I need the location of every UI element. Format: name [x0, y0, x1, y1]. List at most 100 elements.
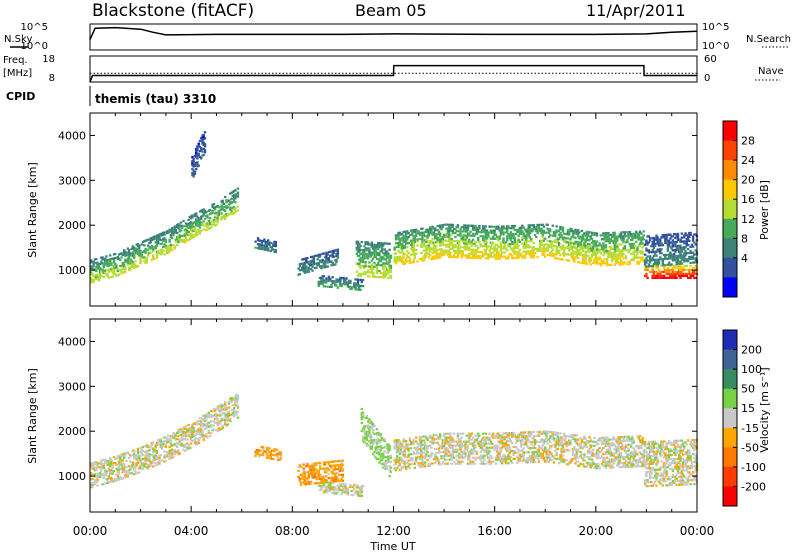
echo-cell [205, 433, 208, 436]
echo-cell [689, 264, 692, 267]
echo-cell [618, 243, 621, 246]
echo-cell [636, 256, 639, 259]
echo-cell [135, 462, 138, 465]
echo-cell [449, 227, 452, 230]
echo-cell [552, 254, 556, 258]
echo-cell [186, 225, 189, 228]
echo-cell [159, 444, 162, 447]
echo-cell [418, 440, 422, 443]
echo-cell [456, 434, 460, 437]
echo-cell [226, 423, 229, 426]
echo-cell [422, 255, 425, 258]
echo-cell [451, 438, 455, 441]
echo-cell [111, 466, 114, 469]
echo-cell [359, 256, 362, 259]
echo-cell [416, 240, 419, 243]
echo-cell [227, 402, 231, 405]
echo-cell [671, 270, 675, 273]
echo-cell [483, 245, 486, 248]
echo-cell [131, 449, 135, 452]
echo-cell [546, 247, 549, 250]
echo-cell [384, 252, 387, 255]
echo-cell [403, 262, 406, 265]
echo-cell [394, 238, 398, 241]
echo-cell [674, 237, 677, 240]
echo-cell [662, 258, 666, 261]
echo-cell [520, 232, 523, 235]
echo-cell [358, 272, 361, 275]
echo-cell [474, 438, 477, 441]
echo-cell [402, 236, 405, 240]
echo-cell [439, 234, 442, 237]
echo-cell [342, 277, 346, 280]
echo-cell [129, 466, 132, 469]
echo-cell [389, 274, 393, 277]
echo-cell [95, 276, 98, 279]
echo-cell [435, 253, 438, 256]
echo-cell [130, 263, 133, 266]
echo-cell [458, 248, 461, 251]
echo-cell [332, 476, 336, 479]
echo-cell [97, 267, 100, 270]
echo-cell [671, 245, 675, 248]
echo-cell [124, 260, 127, 263]
echo-cell [408, 259, 412, 262]
echo-cell [675, 260, 678, 264]
echo-cell [375, 434, 379, 437]
echo-cell [398, 452, 401, 455]
echo-cell [365, 442, 369, 445]
echo-cell [374, 247, 377, 250]
echo-cell [635, 230, 638, 233]
echo-cell [495, 251, 499, 254]
echo-cell [340, 482, 343, 486]
echo-cell [136, 451, 140, 454]
echo-cell [370, 241, 374, 244]
echo-cell [193, 164, 197, 167]
echo-cell [501, 458, 504, 461]
echo-cell [546, 245, 549, 248]
echo-cell [566, 259, 570, 262]
echo-cell [331, 482, 334, 485]
echo-cell [370, 251, 374, 254]
echo-cell [96, 484, 99, 487]
echo-cell [598, 248, 601, 251]
echo-cell [355, 242, 358, 245]
echo-cell [477, 237, 480, 240]
echo-cell [406, 443, 409, 446]
echo-cell [202, 438, 205, 441]
echo-cell [436, 256, 439, 260]
echo-cell [157, 240, 160, 243]
echo-cell [227, 418, 231, 421]
echo-cell [163, 436, 166, 439]
echo-cell [206, 416, 209, 419]
echo-cell [458, 234, 461, 237]
echo-cell [447, 255, 451, 258]
echo-cell [645, 265, 648, 268]
echo-cell [189, 233, 193, 236]
echo-cell [581, 236, 585, 239]
echo-cell [520, 226, 523, 229]
echo-cell [216, 418, 219, 421]
echo-cell [470, 462, 473, 465]
echo-cell [458, 462, 461, 465]
echo-cell [531, 252, 534, 255]
echo-cell [331, 280, 334, 283]
echo-cell [570, 254, 573, 257]
echo-cell [685, 242, 688, 245]
echo-cell [96, 261, 99, 264]
echo-cell [613, 243, 616, 246]
echo-cell [403, 460, 406, 463]
echo-cell [468, 232, 471, 235]
echo-cell [466, 226, 470, 229]
echo-cell [265, 452, 269, 455]
echo-cell [464, 226, 467, 229]
echo-cell [92, 463, 95, 466]
echo-cell [97, 474, 100, 477]
echo-cell [599, 252, 602, 255]
echo-cell [466, 456, 470, 459]
echo-cell [369, 255, 372, 258]
echo-cell [318, 481, 322, 484]
echo-cell [652, 238, 656, 242]
echo-cell [368, 440, 371, 443]
echo-cell [316, 258, 319, 261]
